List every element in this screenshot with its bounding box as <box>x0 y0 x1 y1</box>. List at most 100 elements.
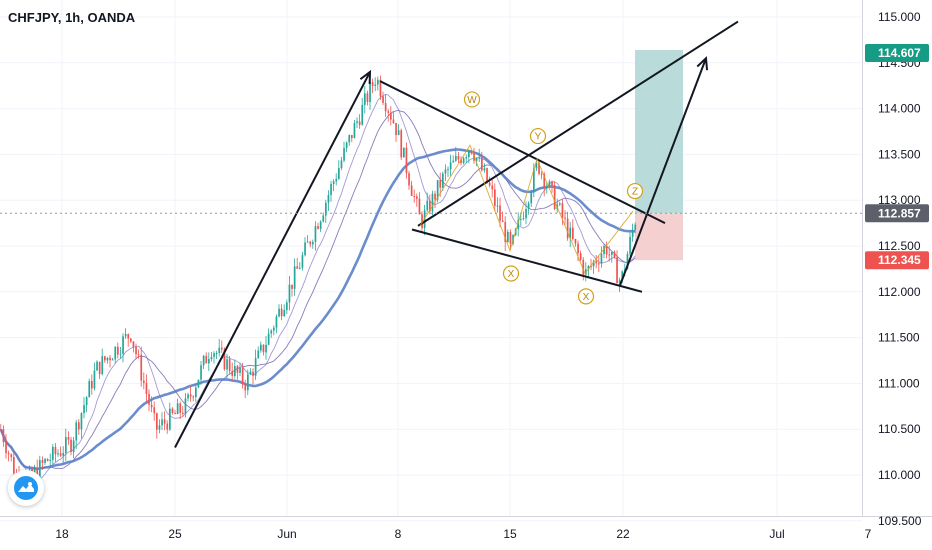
candle <box>431 190 434 216</box>
candle <box>135 343 137 360</box>
candle-body <box>163 419 166 424</box>
time-tick-label: 15 <box>503 527 517 541</box>
candle <box>278 304 280 318</box>
candle-body <box>270 330 273 334</box>
candle <box>605 241 608 259</box>
candle <box>353 120 356 139</box>
candle <box>124 328 127 339</box>
candle <box>2 425 5 447</box>
candle-body <box>626 253 629 270</box>
candle-body <box>309 241 312 245</box>
candle <box>189 386 192 402</box>
candle <box>41 456 44 470</box>
candle-body <box>78 422 80 430</box>
wave-label: Y <box>529 127 547 145</box>
candle <box>286 299 288 315</box>
candle <box>114 346 117 364</box>
candle <box>57 449 59 457</box>
candle <box>460 156 462 166</box>
candle <box>598 256 600 273</box>
tradingview-logo[interactable] <box>8 470 44 506</box>
candle-body <box>127 334 130 339</box>
candle <box>436 180 439 203</box>
candle <box>75 419 78 450</box>
candle-body <box>340 160 343 169</box>
candle <box>137 349 140 359</box>
candle <box>166 420 169 434</box>
candle-body <box>590 266 592 268</box>
candle <box>148 389 150 412</box>
candle <box>540 171 543 180</box>
target-zone <box>635 49 683 214</box>
grid <box>0 0 862 522</box>
candle <box>332 179 335 192</box>
wave-label: X <box>577 288 595 305</box>
candle <box>213 351 215 364</box>
candle-body <box>429 200 431 212</box>
candle <box>481 151 483 172</box>
candle-body <box>390 112 392 120</box>
candle-body <box>572 227 574 239</box>
candle-body <box>634 224 637 230</box>
candle <box>127 333 130 347</box>
candle <box>249 368 252 376</box>
candle-body <box>319 221 322 229</box>
candle-body <box>195 387 197 398</box>
candle <box>379 75 382 100</box>
candle-body <box>218 347 221 353</box>
candle <box>215 350 218 359</box>
candle-body <box>257 350 260 359</box>
candle-body <box>132 341 135 347</box>
candle <box>527 201 530 215</box>
candle <box>574 238 577 247</box>
candle <box>366 90 369 106</box>
candle <box>496 197 499 213</box>
candle-body <box>283 310 286 317</box>
candle <box>153 401 156 421</box>
candle <box>327 190 330 211</box>
candle-body <box>452 160 455 163</box>
candle-body <box>335 178 338 182</box>
candle <box>10 453 13 462</box>
candle <box>400 128 403 161</box>
candle-body <box>226 359 228 370</box>
candle <box>205 352 208 364</box>
candle-body <box>13 456 15 474</box>
time-axis[interactable]: 18 25 Jun 8 15 22 Jul 7 <box>55 527 871 541</box>
candle <box>104 355 106 363</box>
candle-body <box>267 333 270 345</box>
candle <box>494 183 496 212</box>
candle <box>338 160 340 180</box>
candle <box>403 147 405 158</box>
candle-body <box>306 241 309 243</box>
wave-label-text: Z <box>632 187 638 198</box>
candle <box>335 173 338 186</box>
price-tick-label: 113.000 <box>878 193 921 207</box>
candle-body <box>613 251 616 258</box>
candle <box>252 368 254 385</box>
candle <box>88 378 91 398</box>
candle <box>631 223 634 242</box>
candle-body <box>70 439 72 452</box>
candle <box>158 419 161 434</box>
candle-body <box>377 79 379 85</box>
candle <box>418 192 421 215</box>
trend-drawings[interactable] <box>174 20 739 448</box>
candle <box>579 250 582 262</box>
candle <box>169 402 171 431</box>
price-tag-bg <box>865 204 929 223</box>
candle-body <box>109 357 111 361</box>
price-tag-target: 114.607 <box>865 43 929 62</box>
candle <box>210 351 213 362</box>
candle <box>587 264 590 278</box>
candle-body <box>426 200 429 211</box>
upper-channel-line <box>379 80 666 224</box>
ma-fast-line <box>0 93 636 481</box>
wave-label-circle <box>577 288 595 305</box>
candle-body <box>101 356 104 375</box>
candle <box>309 240 312 248</box>
candle <box>283 304 286 317</box>
candle <box>530 189 533 208</box>
